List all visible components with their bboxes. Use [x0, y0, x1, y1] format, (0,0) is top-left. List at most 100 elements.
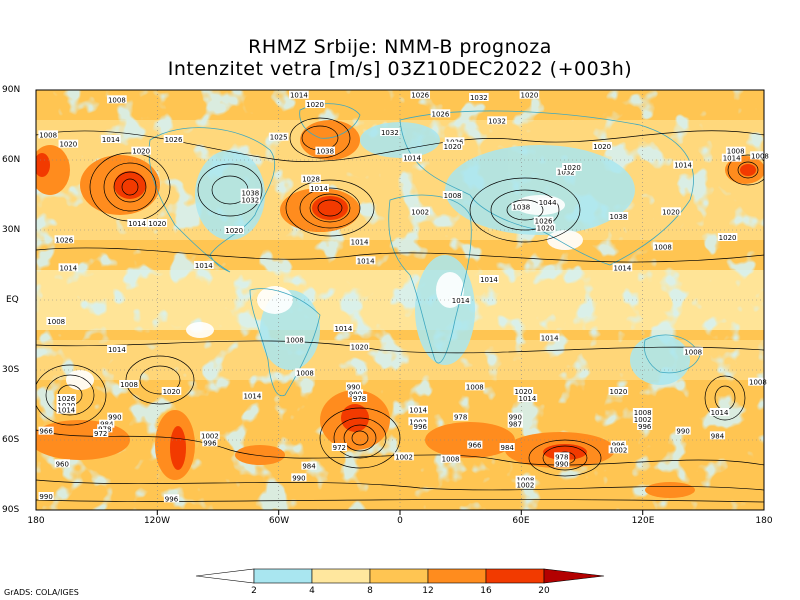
isobar-label: 1038 — [609, 213, 627, 221]
isobar-label: 1032 — [470, 94, 488, 102]
legend-tick-2: 2 — [251, 586, 257, 596]
legend-arrow-low — [195, 568, 255, 584]
isobar-label: 990 — [555, 460, 568, 468]
isobar-label-bg — [592, 142, 613, 150]
isobar-label-bg — [653, 242, 673, 251]
isobar-label-bg — [442, 191, 463, 199]
isobars — [36, 117, 764, 503]
isobar-label: 1014 — [57, 407, 75, 415]
isobar-label: 996 — [203, 439, 217, 447]
isobar-label: 1008 — [684, 348, 702, 356]
isobar-label: 1032 — [381, 129, 399, 137]
isobar-label-bg — [56, 405, 77, 414]
isobar-label: 990 — [676, 428, 689, 436]
isobar-label-bg — [200, 431, 220, 440]
isobar-label-bg — [291, 473, 307, 482]
legend-box-4-8 — [311, 568, 371, 584]
isobar-label-bg — [675, 426, 691, 435]
legend-tick-4: 4 — [309, 586, 315, 596]
isobar-label: 1026 — [165, 136, 183, 144]
isobar-label: 1026 — [432, 110, 450, 118]
isobar-label-bg — [301, 174, 321, 183]
isobar-label-bg — [333, 324, 354, 332]
isobar-label-bg — [511, 202, 532, 211]
isobar-label: 1014 — [243, 393, 261, 401]
isobar-label-bg — [349, 342, 370, 351]
isobar-label-bg — [351, 394, 368, 402]
lat-label-30n: 30N — [2, 225, 21, 235]
isobar-label-bg — [119, 380, 139, 388]
isobar-label-bg — [430, 109, 451, 118]
isobar-label-bg — [46, 317, 67, 325]
isobar-label: 996 — [638, 423, 652, 431]
isobar-label-bg — [107, 95, 127, 104]
isobar-label-bg — [410, 90, 431, 99]
isobar-label: 1014 — [102, 136, 120, 144]
isobar-label-bg — [632, 415, 653, 423]
legend-box-16-20 — [485, 568, 545, 584]
isobar-label: 1008 — [442, 456, 460, 464]
isobar-label-bg — [101, 135, 121, 143]
isobar-label-bg — [349, 237, 370, 246]
isobar-label: 978 — [353, 395, 366, 403]
isobar-label-bg — [56, 401, 77, 409]
isobar-label: 1032 — [488, 117, 506, 125]
isobar-label: 1008 — [654, 243, 672, 251]
isobar-label-bg — [513, 387, 534, 395]
legend-colorbar — [195, 568, 605, 584]
isobar-label: 984 — [302, 463, 316, 471]
isobar-label: 1002 — [516, 481, 534, 489]
isobar-label: 1014 — [195, 262, 213, 270]
grads-credit: GrADS: COLA/IGES — [4, 588, 79, 597]
strong-wind-zones — [36, 120, 764, 498]
isobar-label: 1020 — [593, 143, 611, 151]
isobar-label-bg — [632, 408, 653, 416]
legend-tick-20: 20 — [538, 586, 550, 596]
isobar-label: 984 — [500, 444, 514, 452]
isobar-label: 1014 — [541, 334, 559, 342]
isobar-label: 1014 — [480, 276, 498, 284]
isobar-label-bg — [394, 452, 414, 461]
isobar-label: 1002 — [201, 432, 219, 440]
isobar-label-bg — [608, 445, 629, 454]
isobar-label: 1025 — [270, 134, 288, 142]
lon-label-60w: 60W — [268, 516, 290, 526]
isobar-label-bg — [487, 116, 507, 125]
isobar-label-bg — [533, 216, 554, 225]
isobar-label-bg — [748, 377, 768, 386]
isobar-label: 978 — [454, 414, 467, 422]
isobar-label: 1014 — [128, 220, 146, 228]
isobar-label: 1002 — [395, 453, 413, 461]
isobar-label-bg — [402, 153, 422, 162]
isobar-label: 1020 — [132, 148, 150, 156]
isobar-label-bg — [54, 235, 75, 244]
isobar-label: 1032 — [557, 169, 575, 177]
lon-label-0: 0 — [397, 516, 403, 526]
isobar-label-bg — [161, 387, 182, 395]
isobar-label-bg — [38, 426, 54, 435]
isobar-label-bg — [673, 160, 693, 169]
isobar-label-bg — [554, 452, 570, 461]
isobar-label: 1014 — [59, 264, 77, 272]
isobar-label: 1008 — [286, 337, 304, 345]
isobar-label: 1020 — [662, 208, 680, 216]
isobar-label: 1008 — [444, 192, 462, 200]
isobar-label-bg — [499, 443, 515, 451]
isobar-label-bg — [507, 419, 523, 428]
isobar-label: 990 — [108, 414, 121, 422]
isobar-label-bg — [309, 184, 329, 192]
isobar-label: 1020 — [444, 143, 462, 151]
isobar-label: 966 — [468, 442, 482, 450]
isobar-label: 960 — [56, 460, 69, 468]
isobar-label: 1020 — [514, 388, 532, 396]
isobar-label: 1020 — [719, 234, 737, 242]
isobar-label: 1002 — [609, 446, 627, 454]
isobar-label: 1008 — [39, 131, 57, 139]
isobar-label-bg — [295, 368, 315, 377]
isobar-label-bg — [410, 207, 431, 216]
isobar-label: 1026 — [57, 395, 75, 403]
isobar-label: 1020 — [351, 344, 369, 352]
isobar-label: 990 — [292, 474, 305, 482]
isobar-label-bg — [289, 90, 309, 99]
lat-label-60s: 60S — [2, 435, 20, 445]
